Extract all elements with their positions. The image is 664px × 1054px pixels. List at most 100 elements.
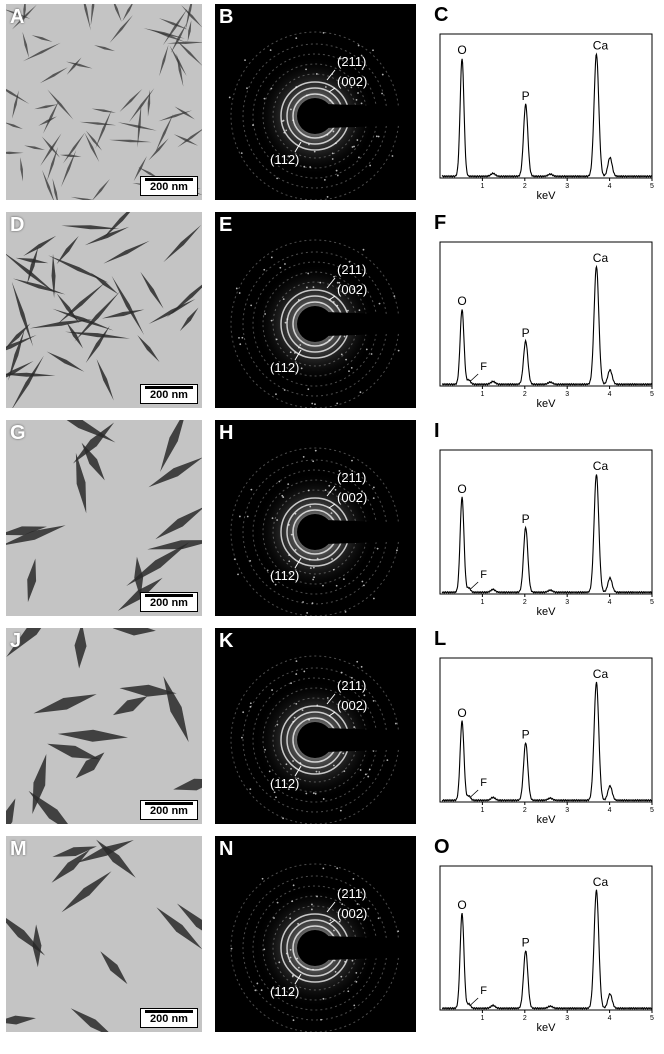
saed-pattern: (211) (002) (112) E xyxy=(215,212,416,408)
peak-f-arrow xyxy=(470,789,479,798)
crystal-particle xyxy=(6,151,24,155)
tick-label: 1 xyxy=(480,1015,484,1022)
ring-label-112: (112) xyxy=(270,776,299,791)
crystal-particle xyxy=(128,88,155,123)
ring-label-002: (002) xyxy=(337,282,367,297)
crystal-particle xyxy=(85,325,110,364)
crystal-particle xyxy=(134,556,144,599)
crystal-particle xyxy=(12,355,44,408)
crystal-particle xyxy=(143,28,185,39)
tem-image: J 200 nm xyxy=(6,628,202,824)
crystal-particle xyxy=(158,18,188,30)
crystal-particle xyxy=(39,67,68,84)
panel-label: A xyxy=(10,6,25,28)
ring-label-002: (002) xyxy=(337,698,367,713)
crystal-particle xyxy=(46,351,85,372)
panel-label: D xyxy=(10,214,25,236)
panel-label: E xyxy=(219,214,233,236)
crystal-particle xyxy=(96,358,114,401)
crystal-particle xyxy=(52,846,97,857)
crystal-particle xyxy=(119,684,177,697)
panel-label: M xyxy=(10,838,27,860)
crystal-particle xyxy=(81,442,105,481)
panel-label: J xyxy=(10,630,22,652)
crystal-particle xyxy=(148,298,196,324)
crystal-particle xyxy=(47,89,74,120)
tick-label: 2 xyxy=(523,807,527,814)
eds-spectrum: L 1 2 3 4 5 keV O P Ca F xyxy=(432,628,658,824)
tem-image: M 200 nm xyxy=(6,836,202,1032)
crystal-particle xyxy=(100,951,128,985)
crystal-particle xyxy=(74,628,87,669)
tick-label: 2 xyxy=(523,1015,527,1022)
tick-label: 1 xyxy=(480,183,484,190)
panel-label: F xyxy=(434,212,447,234)
plot-frame xyxy=(439,33,653,179)
peak-label-o: O xyxy=(457,706,466,720)
tick-label: 1 xyxy=(480,807,484,814)
peak-label-o: O xyxy=(457,294,466,308)
crystal-particle xyxy=(111,275,145,335)
crystal-particle xyxy=(61,149,77,188)
ring-label-002: (002) xyxy=(337,74,367,89)
scale-bar-label: 200 nm xyxy=(150,597,188,609)
tick-label: 4 xyxy=(608,807,612,814)
crystal-particle xyxy=(169,45,187,76)
crystal-particle xyxy=(75,452,87,514)
diffraction-rings: (211) (002) (112) xyxy=(230,863,416,1032)
crystal-particle xyxy=(47,743,101,760)
peak-label-o: O xyxy=(457,43,466,57)
crystal-particle xyxy=(33,694,97,714)
beam-stop-arm xyxy=(297,728,416,752)
scale-bar-line xyxy=(145,594,193,597)
ring-label-211: (211) xyxy=(337,678,366,693)
ring-label-211: (211) xyxy=(337,54,366,69)
tick-label: 3 xyxy=(565,183,569,190)
panel-label: I xyxy=(434,420,440,442)
beam-stop-arm xyxy=(297,312,416,336)
crystal-particle xyxy=(175,39,202,66)
crystal-particle xyxy=(6,628,42,657)
x-axis-label: keV xyxy=(537,606,557,616)
crystal-particle xyxy=(6,9,31,19)
crystal-particle xyxy=(84,226,130,246)
crystal-particle xyxy=(66,61,93,69)
ring-label-002: (002) xyxy=(337,490,367,505)
tem-image: G 200 nm xyxy=(6,420,202,616)
peak-label-p: P xyxy=(522,326,530,340)
crystal-particle xyxy=(133,156,147,182)
tick-label: 5 xyxy=(650,391,654,398)
crystal-particle xyxy=(52,178,58,200)
crystal-particle xyxy=(6,323,31,349)
spectrum-line xyxy=(441,52,653,178)
crystal-particle xyxy=(27,558,37,603)
peak-label-f: F xyxy=(480,777,487,789)
crystal-particle xyxy=(156,907,202,950)
tick-label: 2 xyxy=(523,183,527,190)
peak-label-p: P xyxy=(522,727,530,741)
crystal-particle xyxy=(158,110,193,122)
crystal-particle xyxy=(76,839,134,863)
crystal-particle xyxy=(117,122,157,131)
crystal-particle xyxy=(41,136,61,158)
plot-frame xyxy=(439,657,653,803)
eds-spectrum: I 1 2 3 4 5 keV O P Ca F xyxy=(432,420,658,616)
tick-label: 2 xyxy=(523,599,527,606)
crystal-particle xyxy=(32,924,42,968)
scale-bar: 200 nm xyxy=(140,592,198,612)
tick-label: 5 xyxy=(650,807,654,814)
beam-stop-arm xyxy=(297,104,416,128)
diffraction-rings: (211) (002) (112) xyxy=(228,31,416,200)
crystal-particle xyxy=(155,507,202,540)
crystal-particle xyxy=(61,871,112,913)
crystal-particle xyxy=(48,255,109,283)
crystal-particle xyxy=(148,138,169,161)
scale-bar-label: 200 nm xyxy=(150,805,188,817)
tick-label: 3 xyxy=(565,391,569,398)
crystal-particle xyxy=(6,372,56,377)
crystal-particle xyxy=(112,696,148,716)
crystal-particle xyxy=(177,129,202,148)
crystal-particle xyxy=(66,321,84,349)
scale-bar: 200 nm xyxy=(140,384,198,404)
peak-label-p: P xyxy=(522,935,530,949)
